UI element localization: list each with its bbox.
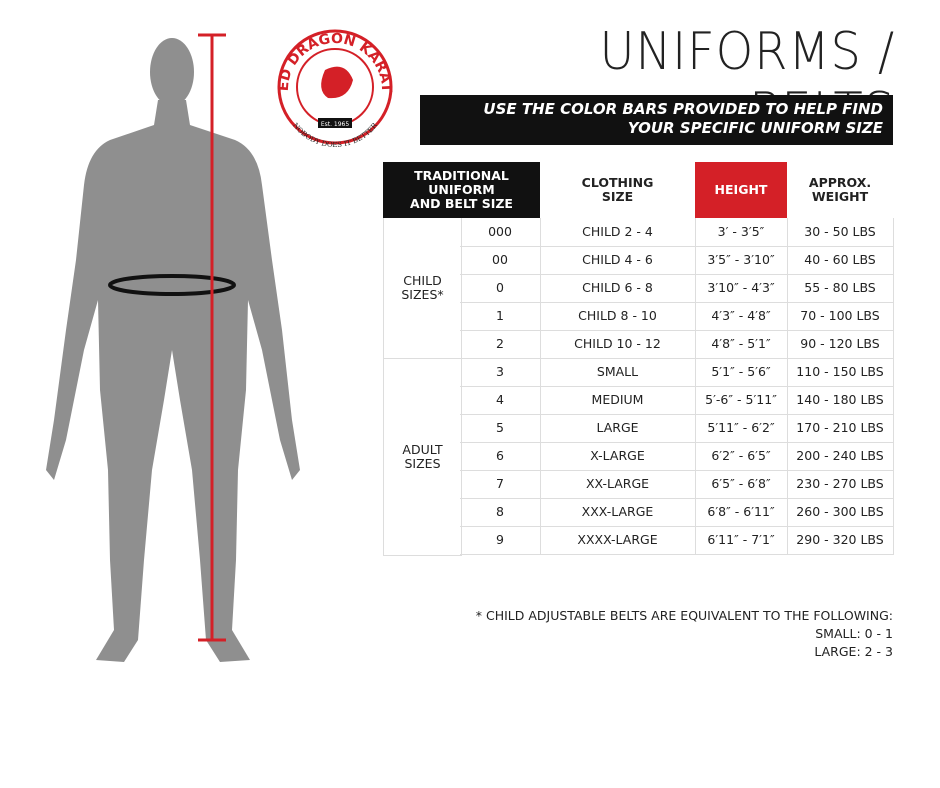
table-cell: 230 - 270 LBS xyxy=(787,470,894,499)
table-cell: 7 xyxy=(460,470,541,499)
table-cell: CHILD 8 - 10 xyxy=(540,302,696,331)
group-label-line: SIZES xyxy=(404,456,441,471)
table-cell: 140 - 180 LBS xyxy=(787,386,894,415)
table-cell: 170 - 210 LBS xyxy=(787,414,894,443)
table-cell: 00 xyxy=(460,246,541,275)
table-cell: 6′2″ - 6′5″ xyxy=(695,442,788,471)
table-cell: 6′5″ - 6′8″ xyxy=(695,470,788,499)
table-cell: 40 - 60 LBS xyxy=(787,246,894,275)
table-cell: XX-LARGE xyxy=(540,470,696,499)
table-cell: 4′8″ - 5′1″ xyxy=(695,330,788,359)
table-cell: 290 - 320 LBS xyxy=(787,526,894,555)
table-cell: 3′5″ - 3′10″ xyxy=(695,246,788,275)
table-cell: 000 xyxy=(460,218,541,247)
column-header: APPROX. WEIGHT xyxy=(787,162,893,218)
header-line: CLOTHING xyxy=(581,175,654,190)
table-cell: 5′11″ - 6′2″ xyxy=(695,414,788,443)
table-cell: 5′1″ - 5′6″ xyxy=(695,358,788,387)
logo-est: Est. 1965 xyxy=(321,121,350,128)
table-cell: 4 xyxy=(460,386,541,415)
figure: RED DRAGON KARATE NOBODY DOES IT BETTER … xyxy=(0,0,394,662)
banner-line: YOUR SPECIFIC UNIFORM SIZE xyxy=(627,119,883,137)
table-cell: 9 xyxy=(460,526,541,555)
table-cell: CHILD 2 - 4 xyxy=(540,218,696,247)
table-cell: 0 xyxy=(460,274,541,303)
banner: USE THE COLOR BARS PROVIDED TO HELP FIND… xyxy=(420,95,893,145)
header-line: AND BELT SIZE xyxy=(410,196,513,211)
size-table: TRADITIONAL UNIFORM AND BELT SIZE CLOTHING S… xyxy=(383,162,894,556)
table-cell: 90 - 120 LBS xyxy=(787,330,894,359)
table-cell: SMALL xyxy=(540,358,696,387)
table-cell: 1 xyxy=(460,302,541,331)
header-line: WEIGHT xyxy=(811,189,869,204)
table-cell: 70 - 100 LBS xyxy=(787,302,894,331)
header-line: APPROX. xyxy=(808,175,872,190)
table-cell: 6 xyxy=(460,442,541,471)
group-label-line: ADULT xyxy=(402,442,443,457)
table-cell: CHILD 4 - 6 xyxy=(540,246,696,275)
group-label: CHILD SIZES* xyxy=(383,218,462,359)
header-line: UNIFORM xyxy=(428,182,495,197)
table-cell: 2 xyxy=(460,330,541,359)
table-cell: 3′10″ - 4′3″ xyxy=(695,274,788,303)
table-cell: 5 xyxy=(460,414,541,443)
table-cell: 260 - 300 LBS xyxy=(787,498,894,527)
belt xyxy=(108,274,236,296)
table-cell: XXXX-LARGE xyxy=(540,526,696,555)
header-line: HEIGHT xyxy=(714,182,768,197)
table-cell: 3 xyxy=(460,358,541,387)
silhouette xyxy=(46,38,300,662)
table-cell: 5′-6″ - 5′11″ xyxy=(695,386,788,415)
table-cell: CHILD 6 - 8 xyxy=(540,274,696,303)
table-cell: XXX-LARGE xyxy=(540,498,696,527)
header-line: TRADITIONAL xyxy=(414,168,509,183)
table-cell: 30 - 50 LBS xyxy=(787,218,894,247)
table-cell: 200 - 240 LBS xyxy=(787,442,894,471)
table-cell: 110 - 150 LBS xyxy=(787,358,894,387)
footnote: * CHILD ADJUSTABLE BELTS ARE EQUIVALENT … xyxy=(380,607,893,661)
group-label: ADULT SIZES xyxy=(383,358,462,556)
table-cell: X-LARGE xyxy=(540,442,696,471)
table-cell: 3′ - 3′5″ xyxy=(695,218,788,247)
logo: RED DRAGON KARATE NOBODY DOES IT BETTER … xyxy=(0,0,394,149)
banner-line: USE THE COLOR BARS PROVIDED TO HELP FIND xyxy=(483,100,883,118)
table-cell: LARGE xyxy=(540,414,696,443)
table-cell: MEDIUM xyxy=(540,386,696,415)
column-header: TRADITIONAL UNIFORM AND BELT SIZE xyxy=(383,162,540,218)
column-header: HEIGHT xyxy=(695,162,787,218)
table-cell: 6′11″ - 7′1″ xyxy=(695,526,788,555)
table-cell: 4′3″ - 4′8″ xyxy=(695,302,788,331)
header-line: SIZE xyxy=(601,189,634,204)
table-cell: 6′8″ - 6′11″ xyxy=(695,498,788,527)
footnote-line: SMALL: 0 - 1 xyxy=(815,626,893,641)
footnote-line: LARGE: 2 - 3 xyxy=(814,644,893,659)
table-cell: CHILD 10 - 12 xyxy=(540,330,696,359)
group-label-line: SIZES* xyxy=(401,287,444,302)
table-cell: 55 - 80 LBS xyxy=(787,274,894,303)
table-cell: 8 xyxy=(460,498,541,527)
group-label-line: CHILD xyxy=(403,273,442,288)
footnote-line: * CHILD ADJUSTABLE BELTS ARE EQUIVALENT … xyxy=(475,608,893,623)
column-header: CLOTHING SIZE xyxy=(540,162,695,218)
